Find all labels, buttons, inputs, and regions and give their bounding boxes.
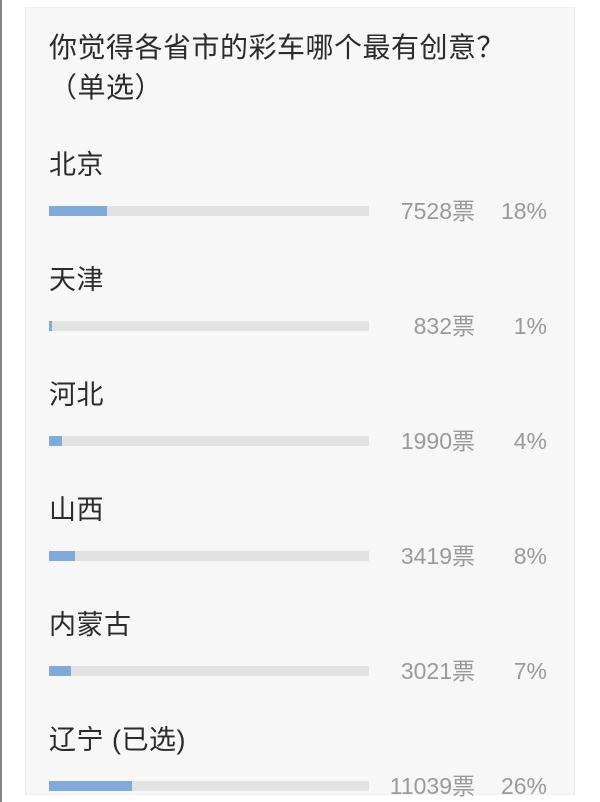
- vote-bar-row: 7528票 18%: [49, 199, 547, 222]
- percent-value: 18%: [500, 197, 547, 224]
- votes-count: 7528票: [400, 197, 475, 224]
- percent-value: 26%: [500, 772, 547, 799]
- poll-question: 你觉得各省市的彩车哪个最有创意？ （单选）: [49, 28, 547, 108]
- option-label: 天津: [49, 265, 104, 295]
- percent-value: 4%: [513, 427, 547, 454]
- vote-bar-track: [49, 551, 369, 561]
- option-label: 内蒙古: [49, 610, 132, 640]
- percent-value: 8%: [513, 542, 547, 569]
- poll-option-tianjin[interactable]: 天津 832票 1%: [49, 265, 547, 337]
- vote-bar-fill: [49, 436, 62, 446]
- votes-count: 1990票: [400, 427, 475, 454]
- votes-count: 3021票: [400, 657, 475, 684]
- vote-bar-fill: [49, 321, 53, 331]
- poll-question-line2: （单选）: [49, 72, 164, 103]
- votes-count: 11039票: [389, 772, 475, 799]
- poll-option-hebei[interactable]: 河北 1990票 4%: [49, 380, 547, 452]
- poll-option-liaoning-selected[interactable]: 辽宁 (已选) 11039票 26%: [49, 725, 547, 797]
- poll-question-line1: 你觉得各省市的彩车哪个最有创意？: [49, 32, 506, 63]
- vote-bar-fill: [49, 206, 107, 216]
- vote-bar-row: 11039票 26%: [49, 774, 547, 797]
- screen-left-edge-line: [0, 0, 2, 802]
- vote-bar-row: 3419票 8%: [49, 544, 547, 567]
- votes-count: 832票: [413, 312, 475, 339]
- percent-value: 1%: [513, 312, 547, 339]
- vote-bar-track: [49, 436, 369, 446]
- option-label: 辽宁 (已选): [49, 725, 186, 755]
- votes-count: 3419票: [400, 542, 475, 569]
- vote-bar-row: 1990票 4%: [49, 429, 547, 452]
- vote-bar-row: 832票 1%: [49, 314, 547, 337]
- vote-bar-fill: [49, 551, 75, 561]
- percent-value: 7%: [513, 657, 547, 684]
- vote-bar-track: [49, 206, 369, 216]
- option-label: 北京: [49, 150, 104, 180]
- option-label: 河北: [49, 380, 104, 410]
- poll-option-shanxi[interactable]: 山西 3419票 8%: [49, 495, 547, 567]
- vote-bar-row: 3021票 7%: [49, 659, 547, 682]
- vote-bar-fill: [49, 781, 133, 791]
- vote-bar-track: [49, 781, 369, 791]
- vote-bar-track: [49, 321, 369, 331]
- poll-option-beijing[interactable]: 北京 7528票 18%: [49, 150, 547, 222]
- poll-option-neimenggu[interactable]: 内蒙古 3021票 7%: [49, 610, 547, 682]
- vote-bar-fill: [49, 666, 72, 676]
- poll-card: 你觉得各省市的彩车哪个最有创意？ （单选） 北京 7528票 18% 天津 83…: [25, 7, 575, 797]
- vote-bar-track: [49, 666, 369, 676]
- option-label: 山西: [49, 495, 104, 525]
